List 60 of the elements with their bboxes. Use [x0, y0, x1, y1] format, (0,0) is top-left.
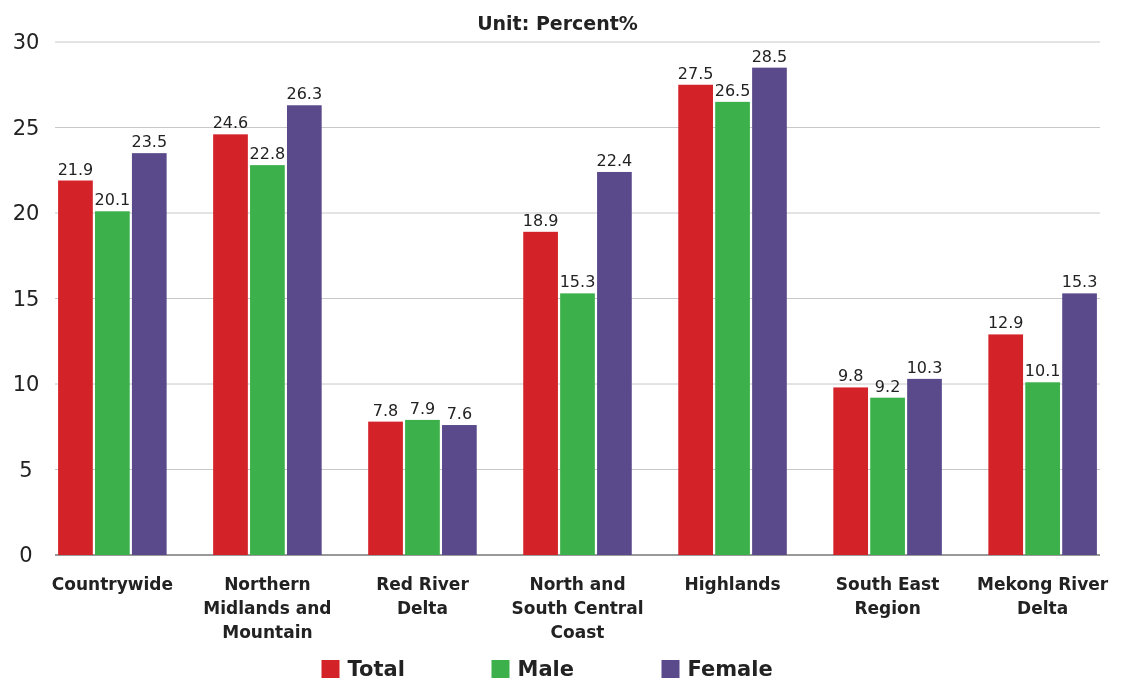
data-label: 18.9	[522, 210, 559, 230]
data-label: 26.3	[286, 84, 323, 104]
bar	[1025, 382, 1060, 555]
data-label: 12.9	[987, 313, 1024, 333]
bar	[368, 421, 403, 555]
data-label: 15.3	[1061, 272, 1098, 292]
bar	[95, 211, 130, 555]
x-tick-label: Mekong River Delta	[977, 574, 1109, 618]
data-label: 10.1	[1024, 361, 1061, 381]
y-tick-label: 15	[12, 286, 40, 311]
bar	[1062, 293, 1097, 555]
y-tick-label: 25	[12, 115, 40, 140]
bar	[833, 387, 869, 555]
x-tick-label: South East Region	[835, 574, 940, 618]
x-tick-label: North and South Central Coast	[511, 574, 644, 642]
bar	[907, 378, 942, 555]
bar	[213, 134, 248, 555]
y-tick-label: 30	[12, 30, 40, 54]
data-label: 23.5	[131, 132, 168, 152]
data-label: 21.9	[57, 159, 94, 179]
bar	[442, 425, 477, 555]
bar	[715, 101, 750, 555]
data-label: 26.5	[714, 80, 751, 100]
data-label: 7.9	[409, 398, 436, 418]
data-label: 15.3	[559, 272, 596, 292]
x-tick-label: Countrywide	[51, 574, 173, 594]
bar	[870, 397, 905, 555]
data-label: 10.3	[906, 357, 943, 377]
data-label: 24.6	[212, 113, 249, 133]
bar	[560, 293, 595, 555]
bar	[988, 334, 1024, 555]
bar	[678, 84, 713, 555]
data-label: 20.1	[94, 190, 131, 210]
bar	[752, 67, 787, 555]
y-tick-label: 10	[12, 372, 40, 396]
x-tick-label: Red River Delta	[376, 574, 470, 618]
chart-title: Unit: Percent%	[477, 12, 638, 34]
legend-label: Female	[687, 657, 773, 681]
x-tick-label: Highlands	[684, 574, 781, 594]
bar	[523, 231, 558, 555]
y-tick-label: 20	[12, 201, 40, 225]
data-label: 7.8	[372, 400, 399, 420]
x-tick-label: Northern Midlands and Mountain	[203, 574, 332, 642]
bar	[58, 180, 93, 555]
bar	[286, 105, 322, 555]
legend-label: Male	[517, 657, 575, 681]
data-label: 7.6	[446, 404, 473, 424]
y-tick-label: 0	[19, 543, 33, 567]
data-label: 27.5	[677, 63, 714, 83]
data-label: 9.2	[874, 376, 901, 396]
data-label: 22.8	[249, 144, 286, 164]
bar	[597, 171, 632, 555]
data-label: 22.4	[596, 150, 633, 170]
legend-label: Total	[347, 657, 405, 681]
data-label: 9.8	[837, 366, 864, 386]
bar	[405, 419, 440, 555]
y-tick-label: 5	[19, 457, 33, 482]
bar	[250, 165, 285, 555]
data-label: 28.5	[751, 46, 788, 66]
bar	[131, 153, 167, 555]
